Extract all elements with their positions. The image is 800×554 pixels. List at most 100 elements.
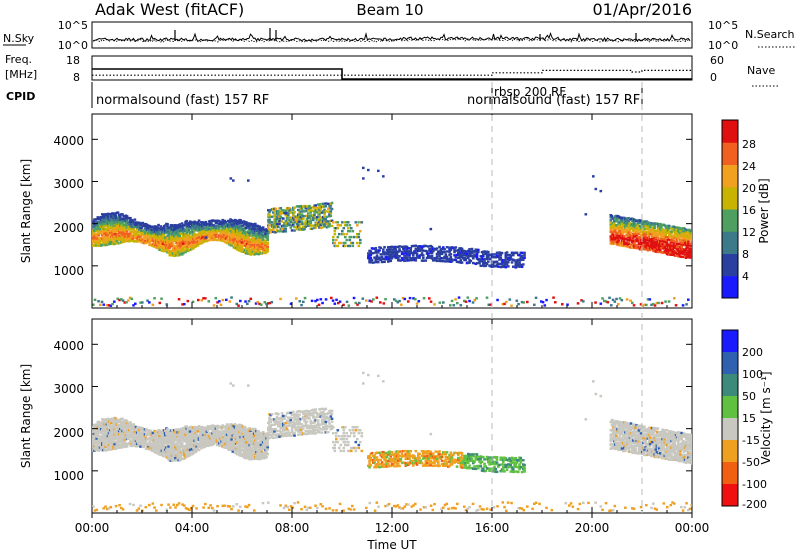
echo-cell (332, 221, 335, 224)
echo-cell (254, 222, 257, 226)
echo-cell (327, 220, 330, 223)
echo-cell (660, 301, 664, 305)
echo-cell (261, 228, 265, 231)
echo-cell (499, 256, 503, 259)
echo-cell (323, 215, 326, 218)
echo-cell (233, 448, 237, 452)
echo-cell (604, 300, 608, 303)
echo-cell (389, 254, 393, 258)
echo-cell (198, 240, 202, 244)
echo-cell (188, 438, 192, 441)
echo-cell (498, 258, 501, 261)
echo-cell (292, 213, 295, 217)
echo-cell (632, 304, 636, 307)
echo-cell (121, 221, 124, 224)
echo-cell (256, 245, 259, 249)
echo-cell (92, 241, 95, 244)
echo-cell (307, 224, 310, 227)
echo-cell (123, 233, 127, 237)
echo-cell (518, 253, 521, 257)
echo-cell (227, 237, 230, 240)
echo-cell (344, 235, 347, 239)
echo-cell (120, 441, 123, 444)
echo-cell (428, 297, 431, 300)
power-panel-frame (91, 113, 693, 309)
echo-cell (178, 244, 182, 247)
echo-cell (653, 226, 656, 230)
echo-cell (351, 241, 355, 245)
echo-cell (185, 450, 188, 453)
echo-cell (268, 216, 271, 219)
echo-cell (148, 448, 151, 451)
power-ytick-3000: 3000 (53, 177, 84, 191)
echo-cell (285, 224, 289, 227)
echo-cell (333, 241, 337, 245)
echo-cell (566, 303, 569, 306)
echo-cell (443, 247, 446, 251)
echo-cell (309, 219, 313, 223)
echo-cell (193, 220, 196, 223)
echo-cell (108, 425, 112, 428)
echo-cell (678, 252, 681, 255)
echo-cell (689, 242, 692, 246)
echo-cell (198, 223, 202, 227)
echo-cell (229, 229, 232, 232)
echo-cell (97, 222, 101, 226)
echo-cell (369, 254, 373, 257)
echo-cell (679, 240, 682, 243)
echo-cell (119, 425, 122, 428)
echo-cell (206, 225, 210, 229)
echo-cell (691, 243, 692, 247)
echo-cell (179, 455, 183, 458)
echo-cell (601, 297, 604, 300)
echo-cell (407, 250, 410, 253)
echo-cell (107, 304, 111, 307)
echo-cell (129, 232, 132, 235)
echo-cell (350, 235, 353, 239)
echo-cell (270, 300, 274, 304)
echo-cell (342, 232, 346, 236)
echo-cell (495, 260, 499, 263)
echo-cell (227, 433, 230, 436)
echo-cell (239, 431, 242, 435)
plot-title: Adak West (fitACF) (95, 0, 244, 19)
echo-cell (265, 228, 268, 231)
echo-cell (513, 259, 516, 262)
echo-cell (356, 303, 359, 306)
echo-cell (178, 454, 182, 457)
echo-cell (440, 252, 444, 256)
echo-cell (186, 434, 190, 437)
echo-cell (410, 258, 414, 262)
echo-cell (342, 227, 346, 230)
echo-cell (442, 259, 445, 263)
echo-cell (249, 251, 253, 254)
echo-cell (440, 247, 444, 251)
echo-cell (615, 226, 618, 229)
echo-cell (227, 428, 230, 431)
echo-cell (636, 226, 640, 229)
echo-cell (335, 238, 338, 242)
echo-cell (178, 223, 182, 226)
echo-cell (336, 235, 340, 239)
echo-cell (224, 443, 228, 447)
echo-cell (394, 245, 398, 249)
echo-cell (128, 223, 131, 226)
echo-cell (113, 437, 116, 441)
echo-cell (318, 210, 321, 214)
echo-cell (629, 299, 632, 302)
echo-cell (312, 218, 315, 222)
echo-cell (379, 246, 383, 250)
echo-cell (580, 299, 583, 302)
echo-cell (309, 206, 313, 210)
echo-cell (225, 228, 229, 231)
echo-cell (178, 432, 182, 435)
echo-cell (467, 256, 470, 259)
echo-cell (239, 247, 242, 250)
echo-cell (241, 231, 245, 235)
echo-cell (185, 219, 188, 223)
echo-cell (495, 254, 499, 257)
echo-cell (454, 246, 458, 249)
echo-cell (377, 251, 380, 254)
echo-cell (166, 236, 169, 240)
echo-cell (140, 231, 143, 235)
